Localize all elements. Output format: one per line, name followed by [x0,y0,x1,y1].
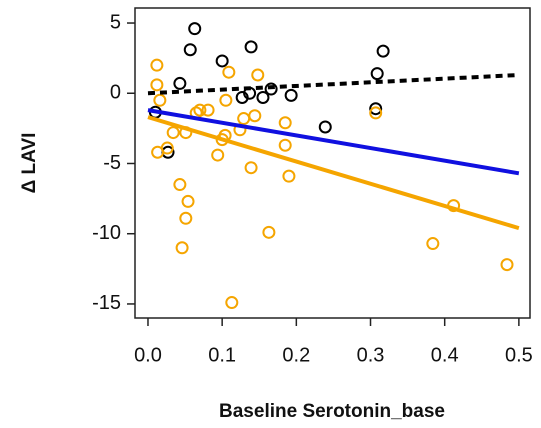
point [264,82,278,96]
x-tick-label: 0.3 [357,344,385,366]
x-tick-label: 0.5 [505,344,533,366]
point [248,109,262,123]
point [225,296,239,310]
x-axis-title: Baseline Serotonin_base [219,401,445,422]
point [237,112,251,126]
point [179,211,193,225]
point [318,120,332,134]
fit-line [147,108,520,176]
point [150,78,164,92]
y-tick-label: 0 [110,82,121,104]
point [215,54,229,68]
y-tick-label: -15 [92,292,121,314]
point [150,58,164,72]
x-tick-label: 0.4 [431,344,459,366]
point [244,161,258,175]
point [173,178,187,192]
point [278,116,292,130]
y-axis-title: Δ LAVI [19,133,40,194]
fit-line [147,115,520,231]
point [166,126,180,140]
point [500,258,514,272]
point [278,138,292,152]
point [222,65,236,79]
x-tick-label: 0.1 [208,344,236,366]
point [160,141,174,155]
point [175,241,189,255]
point [369,106,383,120]
point [262,225,276,239]
point [153,93,167,107]
point [201,103,215,117]
point [369,102,383,116]
x-tick-label: 0.0 [134,344,162,366]
point [219,93,233,107]
point [426,237,440,251]
point [183,43,197,57]
point [256,90,270,104]
point [188,22,202,36]
y-tick-label: -5 [103,152,121,174]
point [211,148,225,162]
point [370,67,384,81]
x-tick-label: 0.2 [282,344,310,366]
y-tick-label: 5 [110,11,121,33]
point [244,40,258,54]
point [181,194,195,208]
point [173,76,187,90]
fit-line [147,73,519,96]
point [193,103,207,117]
point [251,68,265,82]
point [284,88,298,102]
point [282,169,296,183]
y-tick-label: -10 [92,222,121,244]
point [376,44,390,58]
